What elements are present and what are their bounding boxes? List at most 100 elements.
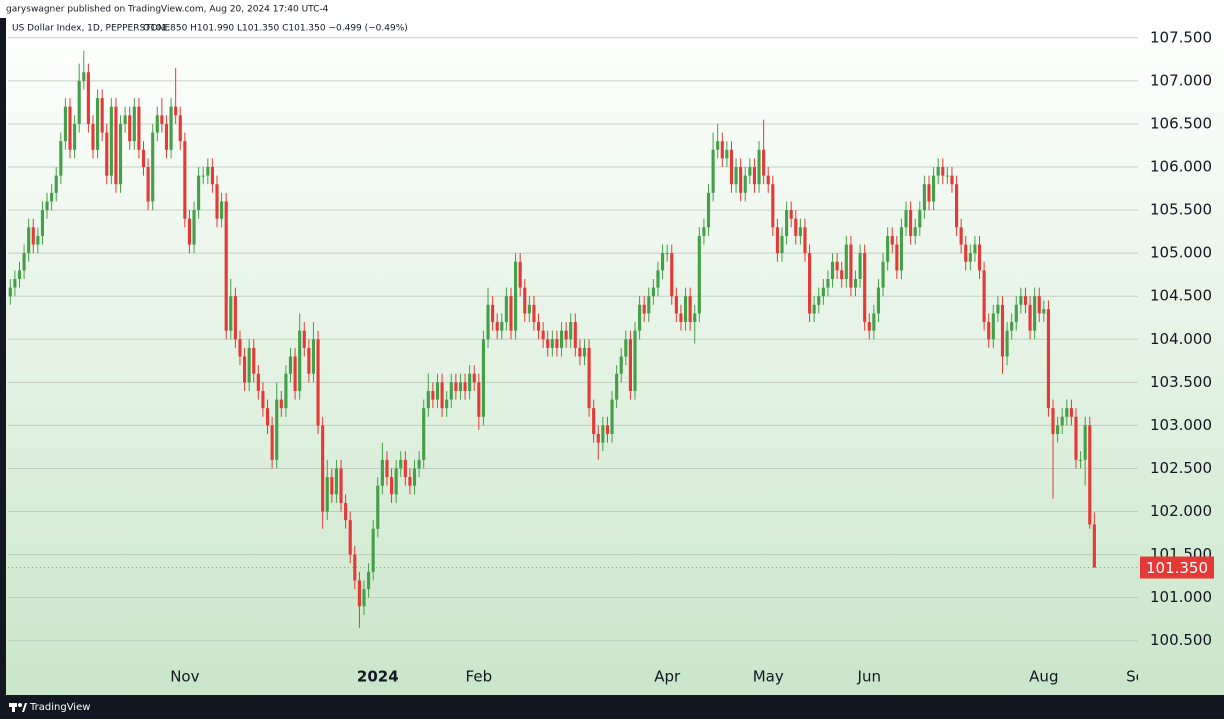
last-price-box [1140, 556, 1214, 579]
candle-body [615, 373, 619, 400]
candle-body [922, 184, 926, 211]
candle-body [514, 261, 518, 331]
candle-body [895, 244, 899, 271]
y-tick-label: 100.500 [1150, 631, 1212, 649]
x-tick-label: Nov [170, 668, 199, 686]
candle-body [316, 339, 320, 426]
candle-body [192, 210, 196, 245]
candle-body [1037, 296, 1041, 314]
candle-body [220, 201, 224, 219]
candle-body [808, 253, 812, 314]
candle-body [183, 141, 187, 219]
candle-body [1005, 330, 1009, 357]
candle-body [197, 175, 201, 211]
candle-body [555, 339, 559, 348]
candle-body [991, 313, 995, 340]
candle-body [601, 425, 605, 443]
candle-body [63, 106, 67, 142]
candle-body [532, 304, 536, 323]
candle-body [394, 468, 398, 495]
candle-body [256, 373, 260, 391]
candle-body [642, 304, 646, 314]
candle-body [743, 175, 747, 193]
candle-body [941, 167, 945, 176]
candle-body [330, 477, 334, 495]
candle-body [638, 304, 642, 331]
candle-body [155, 115, 159, 133]
candle-body [771, 184, 775, 228]
candle-body [472, 373, 476, 383]
candle-body [109, 106, 113, 176]
candle-body [706, 192, 711, 228]
candle-body [13, 278, 17, 288]
candle-body [821, 287, 825, 297]
candle-body [458, 382, 463, 391]
candle-body [247, 347, 251, 383]
candle-body [798, 227, 802, 236]
candle-body [449, 382, 453, 400]
candle-body [734, 167, 738, 185]
candle-body [904, 210, 908, 228]
candle-body [73, 123, 77, 150]
candle-body [1079, 459, 1083, 461]
candle-body [996, 304, 1000, 314]
candle-body [1033, 296, 1037, 331]
candle-body [426, 390, 430, 409]
candle-body [96, 98, 100, 150]
candle-body [651, 287, 655, 297]
candle-body [541, 330, 545, 340]
candle-body [527, 304, 531, 314]
candle-body [674, 296, 678, 314]
candle-body [876, 287, 881, 314]
candle-body [279, 399, 283, 409]
candle-body [178, 115, 182, 142]
candle-body [160, 115, 164, 124]
candle-body [54, 175, 58, 193]
candle-body [573, 322, 577, 348]
candle-body [587, 347, 591, 409]
candle-body [656, 270, 660, 288]
candle-body [711, 149, 715, 193]
candle-body [481, 339, 485, 417]
x-tick-label: Aug [1029, 668, 1058, 686]
candle-body [927, 184, 931, 202]
candle-body [376, 485, 380, 529]
candle-body [633, 330, 637, 391]
candle-body [628, 339, 632, 391]
candle-body [233, 296, 237, 340]
candle-body [679, 313, 683, 323]
candle-body [665, 253, 669, 255]
candle-body [491, 304, 495, 323]
candle-body [210, 167, 214, 185]
candle-body [201, 175, 205, 177]
candle-body [1092, 524, 1096, 568]
candle-body [50, 192, 54, 202]
x-axis: Nov 2024 Feb Apr May Jun Aug Sep [170, 668, 1138, 686]
candle-body [22, 253, 26, 271]
candle-body [307, 347, 311, 374]
candle-body [440, 382, 444, 409]
candle-body [206, 167, 210, 176]
candle-body [766, 175, 770, 185]
y-tick-label: 106.500 [1150, 114, 1212, 132]
candle-body [238, 339, 242, 357]
candle-body [840, 270, 844, 279]
candle-body [1028, 304, 1032, 331]
candle-body [752, 167, 757, 185]
candle-body [380, 459, 384, 486]
y-tick-label: 105.000 [1150, 244, 1212, 262]
candle-body [91, 123, 95, 150]
candle-body [8, 287, 12, 297]
candle-body [844, 244, 848, 279]
candle-body [886, 235, 890, 262]
candle-body [817, 296, 821, 305]
candle-body [693, 313, 697, 323]
candle-body [909, 210, 913, 236]
candle-body [151, 132, 155, 202]
candle-body [174, 106, 178, 116]
candle-body [1014, 304, 1018, 323]
last-price-label: 101.350 [1146, 559, 1208, 577]
y-tick-label: 107.000 [1150, 71, 1212, 89]
candle-body [1083, 425, 1087, 460]
y-tick-label: 101.000 [1150, 588, 1212, 606]
